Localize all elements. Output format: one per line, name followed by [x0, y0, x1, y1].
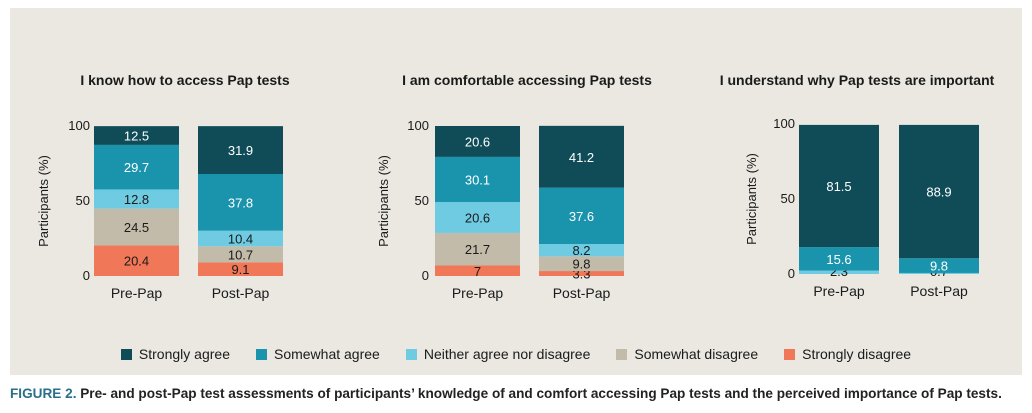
bar-segment — [435, 126, 520, 157]
legend-item-strongly-disagree: Strongly disagree — [784, 346, 911, 362]
bar-segment — [799, 270, 879, 274]
y-tick-label: 0 — [788, 266, 795, 281]
data-label: 9.1 — [231, 262, 249, 277]
data-label: 9.8 — [930, 259, 948, 274]
chart-title: I am comfortable accessing Pap tests — [402, 72, 652, 88]
data-label: 12.8 — [124, 192, 149, 207]
y-tick-label: 100 — [68, 118, 90, 133]
chart-title: I understand why Pap tests are important — [720, 72, 995, 88]
y-axis-label: Participants (%) — [376, 155, 391, 247]
bar-segment — [198, 262, 283, 276]
legend-label: Somewhat disagree — [634, 346, 759, 362]
chart-2: I am comfortable accessing Pap tests Part… — [376, 72, 652, 301]
y-axis-label: Participants (%) — [36, 155, 51, 247]
legend-item-somewhat-disagree: Somewhat disagree — [616, 346, 758, 362]
data-label: 10.4 — [228, 232, 253, 247]
figure-caption: FIGURE 2. Pre- and post-Pap test assessm… — [10, 386, 1025, 401]
bar-segment — [899, 258, 979, 273]
x-tick-label: Pre-Pap — [813, 283, 865, 299]
legend-swatch — [405, 348, 417, 360]
bar-segment — [799, 124, 879, 248]
data-label: 24.5 — [124, 220, 149, 235]
y-tick-label: 100 — [407, 118, 429, 133]
data-label: 8.2 — [572, 243, 590, 258]
legend-swatch — [120, 348, 132, 360]
data-label: 41.2 — [569, 150, 594, 165]
data-label: 31.9 — [228, 143, 253, 158]
data-label: 37.8 — [228, 195, 253, 210]
x-tick-label: Pre-Pap — [111, 285, 163, 301]
chart-title: I know how to access Pap tests — [80, 72, 290, 88]
data-label: 7 — [474, 264, 481, 279]
legend-swatch — [616, 348, 628, 360]
data-label: 88.9 — [926, 185, 951, 200]
y-tick-label: 50 — [415, 193, 429, 208]
y-tick-label: 50 — [781, 191, 795, 206]
data-label: 81.5 — [826, 179, 851, 194]
bar-segment — [539, 187, 624, 245]
bar-segment — [539, 125, 624, 188]
data-label: 37.6 — [569, 209, 594, 224]
legend-swatch — [255, 348, 267, 360]
bar-segment — [198, 230, 283, 247]
bar-segment — [539, 256, 624, 272]
legend-label: Neither agree nor disagree — [423, 346, 591, 362]
data-label: 10.7 — [228, 247, 253, 262]
bar-segment — [198, 174, 283, 231]
legend-swatch — [784, 348, 796, 360]
y-tick-label: 50 — [76, 193, 90, 208]
bar-segment — [94, 245, 179, 276]
bar-segment — [539, 271, 624, 276]
bar-segment — [94, 144, 179, 190]
bar-segment — [899, 124, 979, 259]
data-label: 12.5 — [124, 129, 149, 144]
caption-text: Pre- and post-Pap test assessments of pa… — [76, 386, 1002, 401]
bar-segment — [899, 272, 979, 274]
data-label: 20.4 — [124, 254, 149, 269]
legend-item-neither: Neither agree nor disagree — [405, 346, 591, 362]
bar-segment — [94, 126, 179, 145]
bar-segment — [94, 189, 179, 209]
legend-label: Strongly agree — [138, 346, 230, 362]
legend-label: Strongly disagree — [802, 346, 912, 362]
data-label: 15.6 — [826, 252, 851, 267]
data-label: 21.7 — [465, 242, 490, 257]
data-label: 9.8 — [572, 257, 590, 272]
data-label: 20.6 — [465, 134, 490, 149]
legend-item-somewhat-agree: Somewhat agree — [255, 346, 380, 362]
y-tick-label: 0 — [83, 268, 90, 283]
x-tick-label: Post-Pap — [212, 285, 270, 301]
data-label: 30.1 — [465, 172, 490, 187]
y-axis-label: Participants (%) — [744, 153, 759, 245]
x-tick-label: Post-Pap — [910, 283, 968, 299]
bar-segment — [94, 208, 179, 246]
legend-item-strongly-agree: Strongly agree — [120, 346, 230, 362]
chart-3: I understand why Pap tests are important… — [720, 72, 995, 299]
bar-segment — [198, 126, 283, 174]
y-tick-label: 0 — [422, 268, 429, 283]
caption-label: FIGURE 2. — [10, 386, 77, 401]
y-tick-label: 100 — [773, 116, 795, 131]
bar-segment — [435, 202, 520, 233]
bar-segment — [435, 232, 520, 266]
bar-segment — [435, 265, 520, 276]
figure-panel: I know how to access Pap tests Participan… — [10, 8, 1022, 375]
chart-1: I know how to access Pap tests Participan… — [36, 72, 290, 301]
legend-label: Somewhat agree — [273, 346, 380, 362]
bar-segment — [539, 244, 624, 257]
x-tick-label: Post-Pap — [553, 285, 611, 301]
data-label: 29.7 — [124, 160, 149, 175]
legend: Strongly agree Somewhat agree Neither ag… — [10, 342, 1022, 366]
x-tick-label: Pre-Pap — [452, 285, 504, 301]
charts-area: I know how to access Pap tests Participan… — [36, 72, 995, 301]
bar-segment — [435, 156, 520, 203]
bar-segment — [198, 246, 283, 263]
data-label: 20.6 — [465, 211, 490, 226]
bar-segment — [799, 247, 879, 271]
